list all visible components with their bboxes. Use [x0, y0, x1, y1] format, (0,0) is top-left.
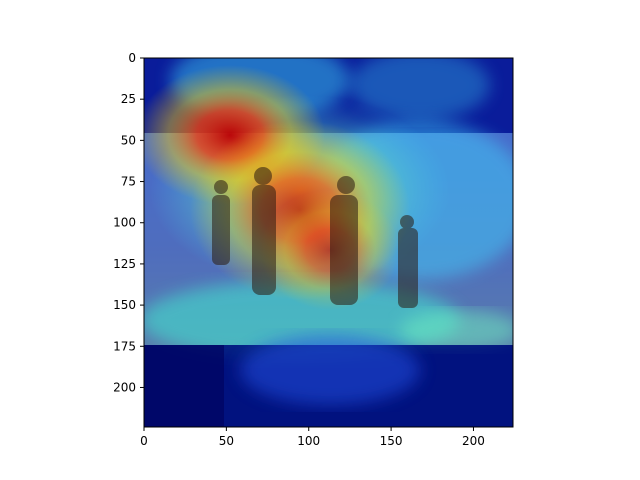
y-tick-label: 175 — [113, 339, 136, 353]
x-tick-label: 150 — [380, 434, 403, 448]
x-tick-label: 0 — [140, 434, 148, 448]
y-tick-label: 0 — [128, 51, 136, 65]
y-tick-label: 150 — [113, 298, 136, 312]
y-tick-label: 100 — [113, 216, 136, 230]
x-tick-label: 200 — [462, 434, 485, 448]
x-tick-label: 50 — [219, 434, 234, 448]
y-tick-label: 125 — [113, 257, 136, 271]
y-tick-label: 200 — [113, 380, 136, 394]
x-tick-label: 100 — [297, 434, 320, 448]
heatmap-image — [144, 58, 513, 427]
y-axis: 0 25 50 75 100 125 150 175 200 — [113, 51, 144, 394]
y-tick-label: 75 — [121, 175, 136, 189]
axes-frame — [143, 57, 514, 428]
people-silhouettes — [212, 167, 418, 308]
x-axis: 0 50 100 150 200 — [140, 427, 485, 448]
y-tick-label: 50 — [121, 133, 136, 147]
y-tick-label: 25 — [121, 92, 136, 106]
